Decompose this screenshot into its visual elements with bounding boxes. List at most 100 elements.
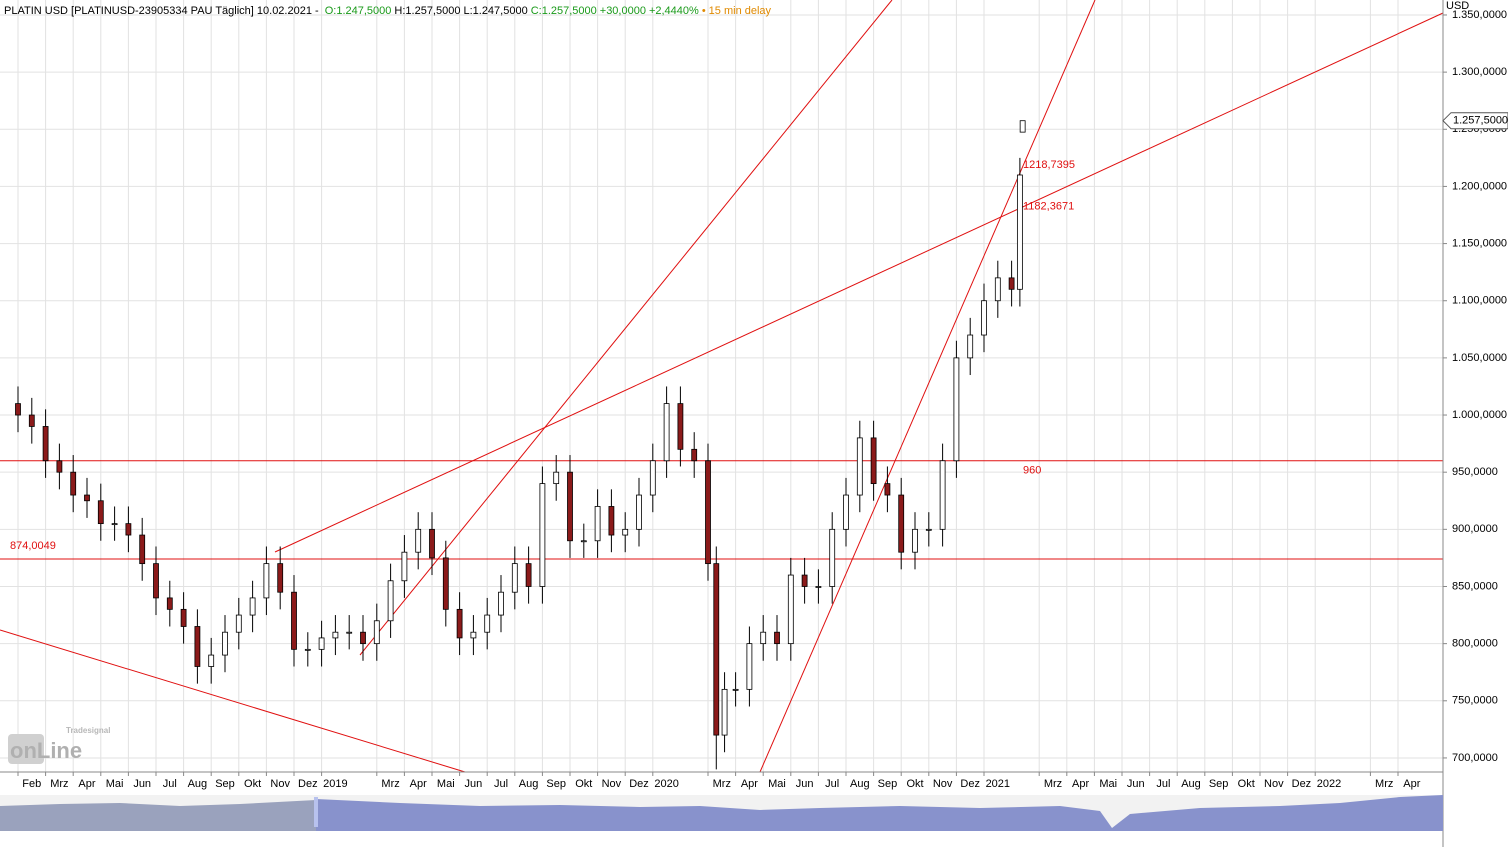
candle-body	[42, 426, 49, 462]
header-part: +30,0000	[600, 5, 646, 17]
candle-body	[721, 688, 728, 736]
candle-body	[263, 563, 270, 599]
x-tick-label: Sep	[215, 778, 235, 790]
y-tick-label: 1.200,0000	[1452, 180, 1507, 192]
price-tag-label: 1.257,5000	[1453, 115, 1508, 127]
candle-body	[373, 620, 380, 645]
x-tick-label: Apr	[78, 778, 95, 790]
candle-body	[208, 654, 215, 667]
y-tick-label: 750,0000	[1452, 695, 1498, 707]
candle-body	[360, 631, 366, 645]
header-part: PLATIN USD [PLATINUSD-23905334 PAU Tägli…	[4, 5, 322, 17]
x-tick-label: Aug	[519, 778, 539, 790]
y-tick-label: 850,0000	[1452, 580, 1498, 592]
candle-body	[622, 528, 629, 536]
x-tick-label: Okt	[575, 778, 592, 790]
x-tick-label: 2019	[323, 778, 347, 790]
candle-body	[111, 523, 118, 526]
navigator-handle[interactable]	[314, 797, 318, 827]
candle-body	[939, 460, 946, 530]
x-tick-label: Mrz	[50, 778, 68, 790]
x-tick-label: Mrz	[713, 778, 731, 790]
candle-body	[801, 574, 808, 587]
candle-body	[815, 586, 822, 588]
candles	[15, 120, 1026, 770]
candle-body	[332, 631, 339, 639]
price-tag	[1442, 112, 1508, 130]
candle-body	[732, 688, 739, 691]
candle-body	[594, 506, 601, 542]
candle-body	[870, 437, 877, 485]
x-tick-label: Nov	[1264, 778, 1284, 790]
x-tick-label: Jun	[465, 778, 483, 790]
candle-body	[884, 483, 891, 496]
candle-body	[249, 597, 256, 616]
candle-body	[28, 414, 35, 427]
candle-body	[580, 540, 587, 543]
x-tick-label: Nov	[933, 778, 953, 790]
watermark: Tradesignal onLine	[8, 726, 110, 764]
x-tick-label: Mrz	[1375, 778, 1393, 790]
header: PLATIN USD [PLATINUSD-23905334 PAU Tägli…	[4, 5, 772, 17]
x-tick-label: Sep	[1209, 778, 1229, 790]
x-tick-label: Jul	[825, 778, 839, 790]
navigator	[0, 795, 1443, 831]
y-tick-label: 1.150,0000	[1452, 237, 1507, 249]
header-part: +2,4440%	[649, 5, 699, 17]
candle-body	[1008, 277, 1015, 290]
trend-line	[0, 629, 466, 773]
candle-body	[898, 494, 905, 553]
candle-body	[401, 551, 408, 582]
annotation: 1182,3671	[1023, 200, 1074, 212]
candle-body	[456, 608, 463, 639]
candle-body	[553, 471, 560, 485]
candle-body	[1019, 120, 1026, 133]
candle-body	[691, 448, 698, 462]
candle-body	[567, 471, 573, 542]
candle-body	[56, 460, 63, 473]
x-tick-label: Dez	[298, 778, 318, 790]
y-tick-label: 1.350,0000	[1452, 9, 1507, 21]
x-tick-label: Nov	[270, 778, 290, 790]
candle-body	[981, 300, 987, 336]
candle-body	[663, 403, 670, 462]
candle-body	[484, 614, 491, 633]
candle-body	[953, 357, 960, 462]
candle-body	[912, 528, 918, 553]
x-tick-label: Mai	[1099, 778, 1117, 790]
candle-body	[1016, 174, 1023, 290]
y-tick-label: 1.100,0000	[1452, 295, 1507, 307]
x-tick-label: Mai	[106, 778, 124, 790]
watermark-logo: onLine	[10, 738, 82, 763]
x-tick-label: Feb	[22, 778, 41, 790]
candle-body	[677, 403, 684, 450]
levels: 874,0049 960 1218,7395 1182,3671	[0, 159, 1443, 560]
trend-line	[274, 12, 1444, 553]
y-tick-label: 950,0000	[1452, 466, 1498, 478]
candle-body	[713, 563, 720, 736]
candle-body	[636, 494, 642, 530]
trend-line	[359, 0, 893, 656]
x-tick-label: 2020	[654, 778, 678, 790]
header-part: •	[702, 5, 706, 17]
candle-body	[291, 591, 297, 650]
x-tick-label: Dez	[960, 778, 980, 790]
header-part: H:1.257,5000	[394, 5, 460, 17]
candle-body	[222, 631, 228, 656]
x-tick-label: Apr	[410, 778, 427, 790]
y-tick-label: 1.050,0000	[1452, 352, 1507, 364]
candle-body	[856, 437, 863, 496]
y-tick-label: 1.000,0000	[1452, 409, 1507, 421]
x-tick-label: Apr	[1403, 778, 1420, 790]
candle-body	[346, 631, 353, 634]
x-tick-label: Aug	[1181, 778, 1201, 790]
x-tick-label: Aug	[850, 778, 870, 790]
x-tick-label: Nov	[602, 778, 622, 790]
header-part: L:1.247,5000	[463, 5, 527, 17]
candle-body	[746, 643, 753, 690]
watermark-text: Tradesignal	[66, 726, 110, 735]
header-part: O:1.247,5000	[325, 5, 392, 17]
candle-body	[774, 631, 780, 645]
x-tick-label: Dez	[629, 778, 649, 790]
